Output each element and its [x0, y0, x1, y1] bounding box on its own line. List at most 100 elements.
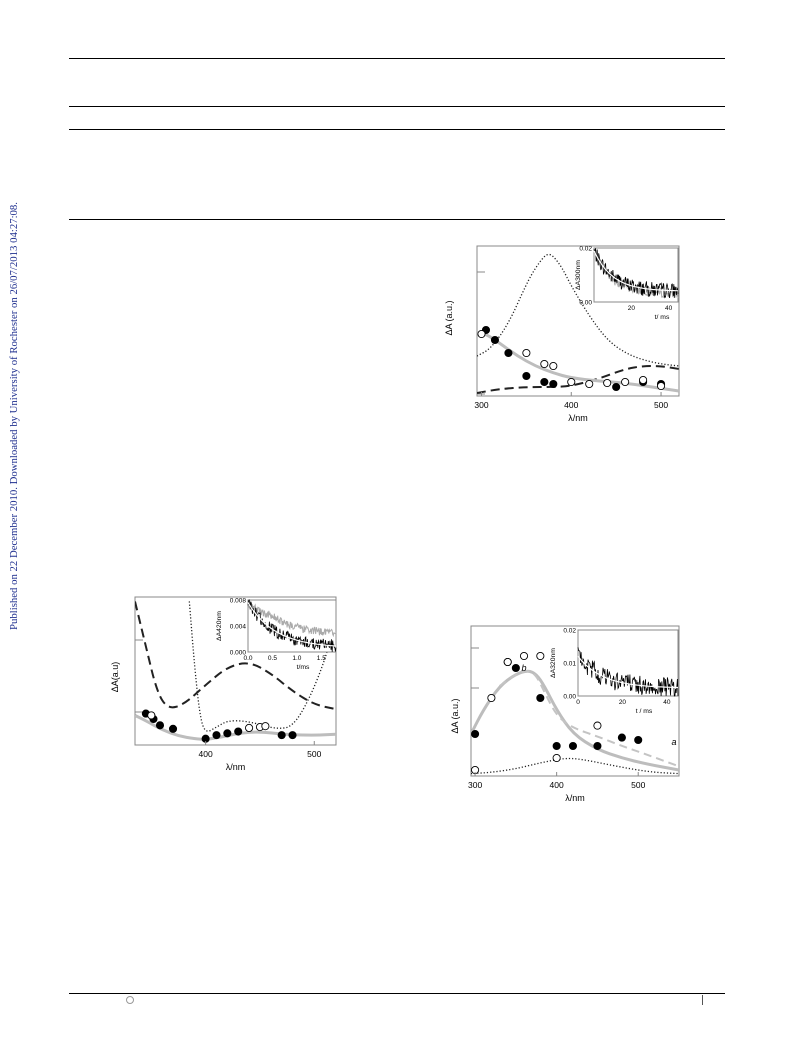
series-line-dotted-black: [471, 757, 679, 775]
data-point-open: [585, 379, 594, 389]
inset-x-tick-label: 1.5: [317, 655, 326, 662]
data-point-filled: [490, 335, 500, 345]
data-point-filled: [277, 731, 286, 740]
inset-x-tick-label: 20: [628, 305, 636, 312]
header-rule-3: [69, 129, 725, 130]
y-axis-label: ΔA (a.u.): [444, 300, 454, 335]
y-axis-label: ΔA(a.u): [110, 662, 120, 693]
header-rule-1: [69, 58, 725, 59]
data-point-filled: [552, 741, 561, 751]
inset-x-axis-label: t/ ms: [655, 314, 670, 321]
data-point-open: [487, 693, 496, 703]
x-tick-label: 500: [631, 780, 645, 790]
figure-bottom-left: 400 500 λ/nm ΔA(a.u) 0.0 0.5 1.0 1.5 0.008 0.004 0…: [108, 592, 343, 777]
inset-y-axis-label: ΔA320nm: [550, 648, 557, 678]
data-point-filled: [511, 663, 520, 673]
data-point-filled: [612, 382, 621, 392]
header-rule-4: [69, 219, 725, 220]
data-point-filled: [593, 741, 602, 751]
inset-x-axis-label: t / ms: [636, 708, 653, 715]
series-line-solid-gray: [135, 714, 336, 741]
data-point-open: [593, 721, 602, 730]
inset-y-tick-label: 0.01: [563, 661, 576, 668]
data-point-open: [519, 651, 529, 661]
series-group: [471, 651, 679, 775]
inset-fit-line: [593, 250, 679, 292]
figure-top-right: 300 400 500 λ/nm ΔA (a.u.) 20 40 0.02 0.00 t/ ms Δ…: [444, 238, 689, 423]
data-point-open: [245, 723, 254, 733]
inset-y-axis-label: ΔA300nm: [575, 260, 582, 290]
data-point-filled: [471, 729, 480, 739]
data-point-filled: [540, 377, 549, 387]
publication-watermark[interactable]: Published on 22 December 2010. Downloade…: [4, 200, 22, 630]
inset-y-tick-label: 0.00: [579, 300, 592, 307]
x-tick-label: 400: [564, 400, 578, 410]
data-point-filled: [549, 379, 558, 389]
watermark-text[interactable]: Published on 22 December 2010. Downloade…: [9, 202, 20, 630]
data-point-open: [522, 348, 531, 358]
footer-tick: [702, 995, 703, 1005]
inset-y-tick-label: 0.008: [230, 598, 247, 605]
series-group: [477, 253, 679, 394]
inset-x-tick-label: 0.5: [268, 655, 277, 662]
plot-frame: [470, 625, 680, 777]
data-point-filled: [168, 724, 178, 733]
inset-y-tick-label: 0.02: [563, 628, 576, 635]
data-point-open: [477, 329, 486, 339]
inset-plot: 0 20 40 0.02 0.01 0.00 t / ms ΔA320nm: [550, 628, 679, 715]
x-axis-label: λ/nm: [568, 413, 588, 423]
inset-x-tick-label: 20: [619, 699, 627, 706]
inset-y-tick-label: 0.004: [230, 624, 247, 631]
series-group: [135, 601, 336, 743]
inset-frame: [593, 247, 679, 303]
inset-trace: [593, 248, 679, 299]
data-point-filled: [568, 741, 578, 751]
inset-y-tick-label: 0.00: [563, 694, 576, 701]
data-point-filled: [504, 348, 513, 358]
inset-x-tick-label: 0: [576, 699, 580, 706]
inset-y-tick-label: 0.000: [230, 650, 247, 657]
inset-y-axis-label: ΔA420nm: [216, 611, 223, 641]
x-tick-label: 500: [307, 749, 321, 759]
data-point-open: [621, 377, 630, 387]
data-point-filled: [522, 371, 531, 381]
x-tick-label: 300: [468, 780, 482, 790]
inset-plot: 20 40 0.02 0.00 t/ ms ΔA300nm: [575, 246, 679, 321]
data-point-filled: [634, 735, 643, 745]
data-point-open: [552, 753, 561, 763]
data-point-filled: [223, 729, 232, 738]
data-point-filled: [212, 731, 221, 740]
inset-x-tick-label: 40: [665, 305, 673, 312]
inset-fit-line: [247, 602, 337, 647]
footer-circle-icon: [126, 996, 134, 1004]
data-point-open: [536, 651, 545, 661]
inset-fit-line: [577, 656, 678, 689]
data-point-filled: [288, 731, 297, 740]
plot-frame: [134, 596, 337, 746]
data-point-open: [549, 361, 558, 371]
inset-trace-gray: [247, 601, 337, 638]
data-point-filled: [536, 693, 545, 703]
series-line-solid-gray: [477, 331, 679, 393]
inset-x-tick-label: 1.0: [292, 655, 301, 662]
inset-y-tick-label: 0.02: [579, 246, 592, 253]
data-point-filled: [234, 727, 243, 736]
data-point-open: [261, 722, 270, 731]
curve-annotation: b: [521, 663, 526, 673]
x-axis-label: λ/nm: [226, 762, 246, 772]
data-point-open: [503, 657, 512, 667]
inset-trace: [577, 647, 679, 697]
data-point-open: [639, 375, 648, 385]
data-point-open: [603, 378, 612, 388]
inset-plot: 0.0 0.5 1.0 1.5 0.008 0.004 0.000 t/ms ΔA420nm: [216, 598, 337, 671]
figure-bottom-right: 300 400 500 λ/nm ΔA (a.u.) b a 0 20 40 0.02 0.01 0.0…: [436, 620, 691, 805]
y-axis-label: ΔA (a.u.): [450, 698, 460, 733]
data-point-open: [147, 711, 156, 720]
x-axis-label: λ/nm: [565, 793, 585, 803]
x-tick-label: 300: [474, 400, 488, 410]
data-point-open: [567, 377, 576, 387]
series-line-dotted-black: [188, 601, 336, 732]
footer-rule: [69, 993, 725, 994]
data-point-open: [540, 359, 549, 369]
data-point-open: [656, 381, 666, 391]
